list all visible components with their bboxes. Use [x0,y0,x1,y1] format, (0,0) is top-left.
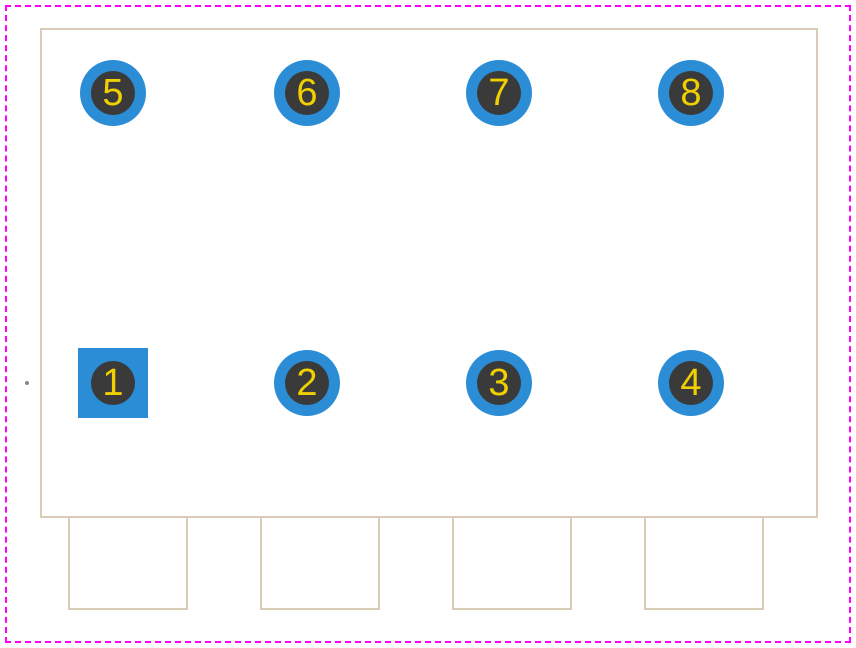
pin-2-label: 2 [296,362,317,405]
tab-4 [644,518,764,610]
pin-6: 6 [274,60,340,126]
pin-3-hole: 3 [477,361,521,405]
pin-7-hole: 7 [477,71,521,115]
pin-5-hole: 5 [91,71,135,115]
pin-5-label: 5 [102,72,123,115]
pin-6-hole: 6 [285,71,329,115]
tab-2 [260,518,380,610]
pin1-marker-dot [25,381,29,385]
pin-7: 7 [466,60,532,126]
pin-2: 2 [274,350,340,416]
pin-1-label: 1 [102,362,123,405]
pin-3-label: 3 [488,362,509,405]
pin-4-label: 4 [680,362,701,405]
pin-4-hole: 4 [669,361,713,405]
pin-8: 8 [658,60,724,126]
pin-4: 4 [658,350,724,416]
pin-3: 3 [466,350,532,416]
pin-1: 1 [78,348,148,418]
pin-1-hole: 1 [91,361,135,405]
pin-8-label: 8 [680,72,701,115]
tab-3 [452,518,572,610]
pin-8-hole: 8 [669,71,713,115]
pin-5: 5 [80,60,146,126]
pin-7-label: 7 [488,72,509,115]
pin-2-hole: 2 [285,361,329,405]
pin-6-label: 6 [296,72,317,115]
tab-1 [68,518,188,610]
